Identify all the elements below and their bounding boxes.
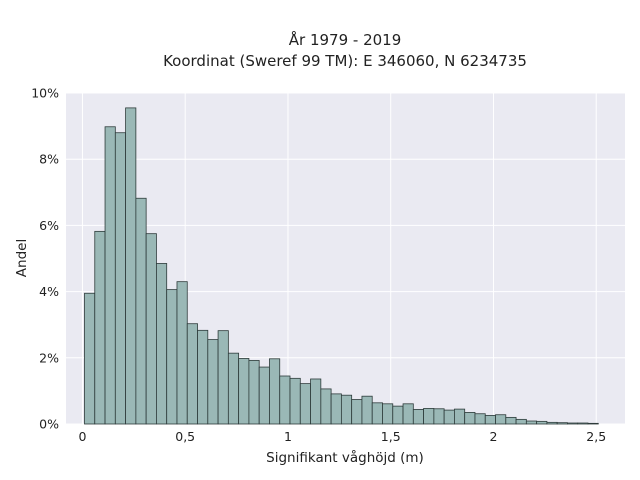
x-tick-label: 1,5 <box>381 429 401 444</box>
histogram-bar <box>258 366 270 425</box>
histogram-bar <box>567 422 579 425</box>
x-tick-label: 2 <box>489 429 497 444</box>
histogram-bar <box>351 399 363 425</box>
chart-subtitle: Koordinat (Sweref 99 TM): E 346060, N 62… <box>163 52 527 70</box>
histogram-bar <box>330 393 342 425</box>
x-tick-label: 0 <box>78 429 86 444</box>
histogram-bar <box>587 422 599 425</box>
y-axis-label: Andel <box>14 239 30 277</box>
x-tick-label: 0,5 <box>175 429 195 444</box>
histogram-bar <box>443 409 455 425</box>
y-tick-label: 8% <box>39 152 59 167</box>
histogram-bar <box>166 289 178 425</box>
y-tick-label: 10% <box>31 86 59 101</box>
x-axis-ticks: 0 0,5 1 1,5 2 2,5 <box>78 429 606 444</box>
histogram-bar <box>310 378 322 425</box>
histogram-bar <box>340 394 353 425</box>
histogram-bar <box>423 408 435 425</box>
histogram-bar <box>238 358 250 425</box>
histogram-bar <box>269 358 281 425</box>
histogram-bar <box>227 352 240 425</box>
histogram-bar <box>454 408 466 425</box>
histogram-bar <box>495 414 507 425</box>
histogram-bars <box>84 107 599 425</box>
histogram-bar <box>145 233 157 425</box>
histogram-bar <box>299 383 311 425</box>
y-tick-label: 4% <box>39 284 59 299</box>
histogram-bar <box>279 375 291 425</box>
histogram-bar <box>402 403 414 425</box>
x-tick-label: 1 <box>284 429 292 444</box>
histogram-bar <box>217 330 229 425</box>
x-axis-label: Signifikant våghöjd (m) <box>266 449 424 466</box>
histogram-bar <box>474 413 486 425</box>
histogram-bar <box>114 132 126 425</box>
histogram-bar <box>556 422 568 425</box>
chart-title: År 1979 - 2019 <box>289 30 402 49</box>
histogram-bar <box>135 197 147 425</box>
y-axis-ticks: 0% 2% 4% 6% 8% 10% <box>31 86 59 432</box>
histogram-bar <box>176 281 188 425</box>
histogram-bar <box>104 126 116 425</box>
histogram-bar <box>84 292 96 425</box>
histogram-bar <box>289 377 301 425</box>
histogram-bar <box>94 230 106 425</box>
histogram-bar <box>371 402 383 425</box>
histogram-bar <box>464 412 476 425</box>
histogram-bar <box>577 422 589 425</box>
histogram-bar <box>361 395 373 425</box>
histogram-bar <box>536 420 548 425</box>
histogram-bar <box>156 263 168 425</box>
histogram-bar <box>125 107 137 425</box>
y-tick-label: 6% <box>39 218 59 233</box>
histogram-bar <box>412 409 424 425</box>
y-tick-label: 2% <box>39 350 59 365</box>
histogram-bar <box>186 323 198 425</box>
histogram-bar <box>515 418 527 425</box>
histogram-bar <box>505 416 517 425</box>
histogram-bar <box>525 420 538 425</box>
histogram-bar <box>392 405 404 425</box>
histogram-bar <box>248 360 260 425</box>
histogram-bar <box>484 414 496 425</box>
histogram-bar <box>433 408 445 425</box>
histogram-bar <box>546 421 558 425</box>
histogram-bar <box>320 388 332 425</box>
histogram-bar <box>382 403 394 425</box>
histogram-bar <box>197 329 209 425</box>
x-tick-label: 2,5 <box>586 429 606 444</box>
y-tick-label: 0% <box>39 417 59 432</box>
histogram-bar <box>207 339 219 425</box>
